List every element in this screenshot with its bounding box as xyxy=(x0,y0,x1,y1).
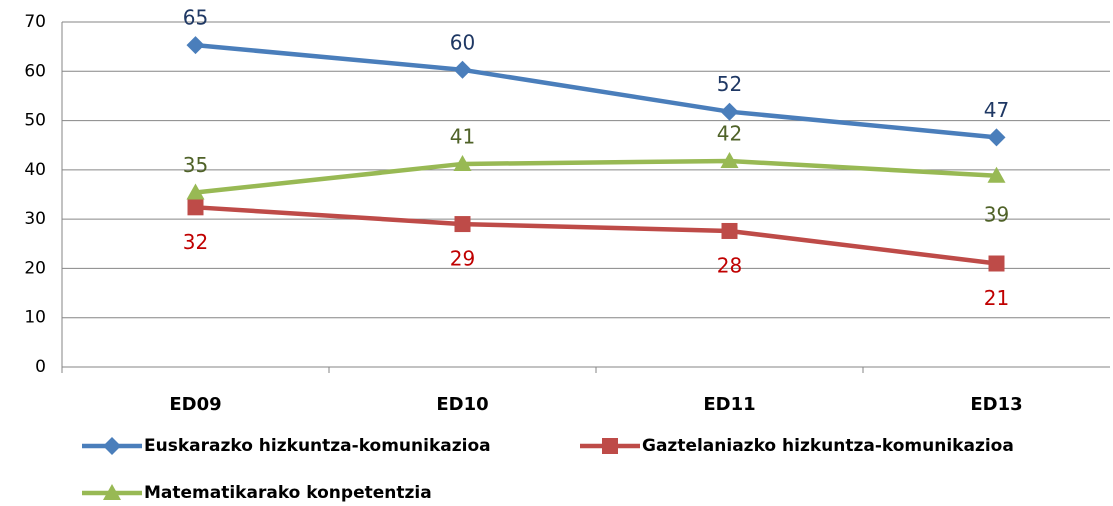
legend-marker xyxy=(602,438,618,454)
data-label: 35 xyxy=(183,153,208,177)
data-point xyxy=(987,128,1006,147)
data-point xyxy=(720,102,739,121)
data-point xyxy=(453,154,472,171)
data-point xyxy=(186,183,205,200)
y-tick-label: 50 xyxy=(24,111,46,131)
data-label: 47 xyxy=(984,98,1009,122)
y-tick-label: 10 xyxy=(24,308,46,328)
x-tick-label: ED10 xyxy=(436,394,488,415)
x-tick-label: ED09 xyxy=(169,394,221,415)
y-tick-label: 0 xyxy=(35,357,46,377)
legend-marker xyxy=(103,437,121,455)
data-point xyxy=(454,216,471,233)
data-label: 21 xyxy=(984,286,1009,310)
data-label: 32 xyxy=(183,230,208,254)
data-point xyxy=(988,255,1005,272)
x-tick-label: ED11 xyxy=(703,394,755,415)
data-label: 65 xyxy=(183,6,208,30)
y-tick-label: 60 xyxy=(24,61,46,81)
data-label: 28 xyxy=(717,253,742,277)
data-point xyxy=(720,151,739,168)
series-line xyxy=(195,205,997,266)
series-line xyxy=(195,158,997,195)
data-label: 60 xyxy=(450,30,475,54)
data-point xyxy=(186,36,205,55)
data-label: 39 xyxy=(984,202,1009,226)
series-line xyxy=(195,42,997,140)
legend-label: Matematikarako konpetentzia xyxy=(144,483,432,503)
data-label: 29 xyxy=(450,247,475,271)
y-tick-label: 20 xyxy=(24,258,46,278)
y-tick-label: 40 xyxy=(24,160,46,180)
x-tick-label: ED13 xyxy=(970,394,1022,415)
data-point xyxy=(987,166,1006,183)
legend-marker xyxy=(103,484,121,500)
data-point xyxy=(721,222,738,239)
data-point xyxy=(453,60,472,79)
legend-label: Gaztelaniazko hizkuntza-komunikazioa xyxy=(642,436,1014,456)
data-label: 42 xyxy=(717,121,742,145)
y-tick-label: 70 xyxy=(24,12,46,32)
y-tick-label: 30 xyxy=(24,209,46,229)
data-point xyxy=(187,199,204,216)
legend-label: Euskarazko hizkuntza-komunikazioa xyxy=(144,436,491,456)
data-label: 41 xyxy=(450,124,475,148)
data-label: 52 xyxy=(717,72,742,96)
